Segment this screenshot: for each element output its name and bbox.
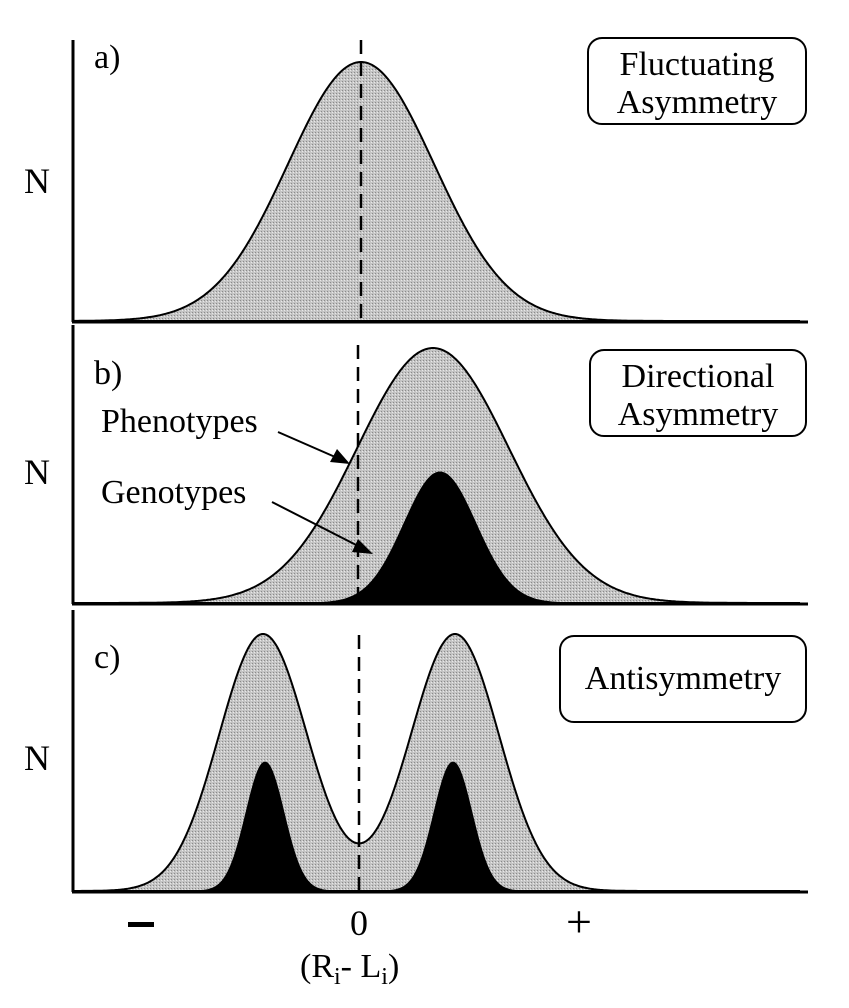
panel-c-letter: c) <box>94 639 120 676</box>
x-tick-zero: 0 <box>350 903 368 943</box>
panel-b-genotypes-arrow <box>271 501 373 554</box>
panel-a: a) N Fluctuating Asymmetry <box>24 37 808 324</box>
panel-c: c) N Antisymmetry <box>24 610 808 894</box>
x-tick-plus: + <box>566 896 592 947</box>
panel-b-phenotypes-arrow <box>277 431 350 464</box>
x-tick-minus <box>128 922 154 927</box>
panel-b-y-label: N <box>24 452 50 492</box>
panel-b: b) N Directional Asymmetry Phenotypes Ge… <box>24 325 808 606</box>
panel-b-genotypes-label: Genotypes <box>101 474 246 511</box>
panel-c-title-box <box>559 635 807 723</box>
panel-a-letter: a) <box>94 39 120 76</box>
panel-a-title-line1: Fluctuating <box>620 46 775 83</box>
panel-c-title-line1: Antisymmetry <box>585 660 781 697</box>
panel-a-y-label: N <box>24 161 50 201</box>
panel-b-title-line2: Asymmetry <box>618 396 779 433</box>
panel-a-title-line2: Asymmetry <box>617 84 778 121</box>
panel-b-title-line1: Directional <box>622 358 775 395</box>
panel-b-letter: b) <box>94 355 122 392</box>
x-axis-annotations: 0 + (Ri- Li) <box>128 896 592 990</box>
panel-c-y-label: N <box>24 738 50 778</box>
panel-b-genotype-area <box>299 471 571 604</box>
panel-b-phenotypes-label: Phenotypes <box>101 403 258 440</box>
x-axis-label: (Ri- Li) <box>300 948 399 990</box>
panel-a-title-box <box>587 37 807 125</box>
panel-b-title-box <box>589 349 807 437</box>
